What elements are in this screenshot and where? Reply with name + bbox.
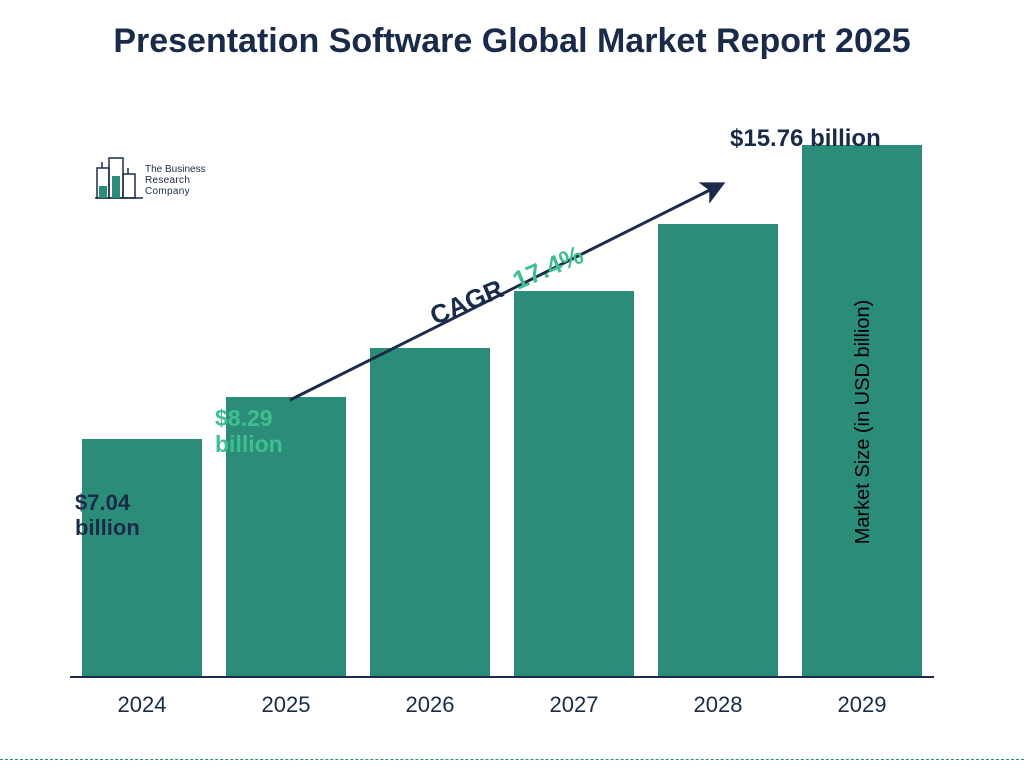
bar: [370, 348, 491, 676]
x-tick-label: 2026: [370, 692, 491, 718]
bar: [514, 291, 635, 676]
bar-wrap: [370, 348, 491, 676]
plot-area: [70, 120, 934, 678]
bar-value-label: $7.04 billion: [75, 490, 165, 541]
bar-wrap: [658, 224, 779, 676]
bar-wrap: [82, 439, 203, 676]
bars-group: [70, 120, 934, 676]
x-axis-labels: 2024 2025 2026 2027 2028 2029: [70, 692, 934, 718]
y-axis-label: Market Size (in USD billion): [852, 300, 875, 545]
bar: [82, 439, 203, 676]
bar-wrap: [514, 291, 635, 676]
bottom-dashed-line: [0, 759, 1024, 760]
x-tick-label: 2027: [514, 692, 635, 718]
bar: [658, 224, 779, 676]
chart-title: Presentation Software Global Market Repo…: [0, 20, 1024, 63]
chart-container: Presentation Software Global Market Repo…: [0, 0, 1024, 768]
x-tick-label: 2028: [658, 692, 779, 718]
x-tick-label: 2029: [802, 692, 923, 718]
x-tick-label: 2025: [226, 692, 347, 718]
bar-value-label: $15.76 billion: [730, 125, 930, 153]
bar-value-label: $8.29 billion: [215, 405, 310, 458]
x-axis-line: [70, 676, 934, 678]
x-tick-label: 2024: [82, 692, 203, 718]
